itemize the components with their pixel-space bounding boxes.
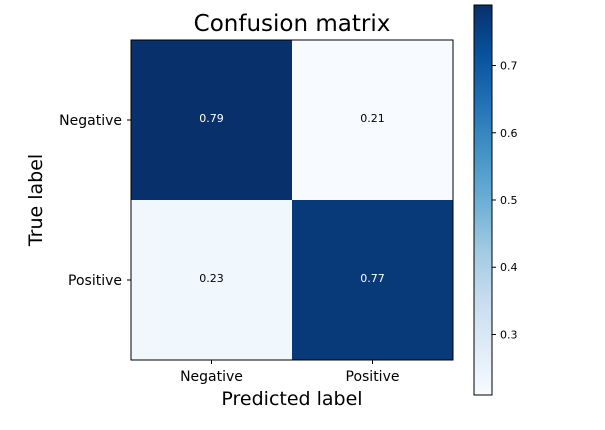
colorbar-tick-label: 0.3 [500, 328, 518, 341]
y-axis-label: True label [25, 154, 47, 247]
colorbar-tick-label: 0.5 [500, 194, 518, 207]
heatmap-cell [131, 40, 292, 200]
x-tick-label: Positive [346, 369, 400, 385]
chart-title: Confusion matrix [194, 11, 391, 37]
colorbar-tick-label: 0.7 [500, 60, 518, 73]
axis-ticks: Negative Positive Negative Positive [59, 113, 399, 385]
x-axis-label: Predicted label [221, 388, 362, 410]
colorbar-tick-label: 0.4 [500, 261, 518, 274]
colorbar-ticks: 0.3 0.4 0.5 0.6 0.7 [492, 60, 518, 341]
heatmap-cell [131, 200, 292, 360]
y-tick-label: Negative [59, 113, 122, 129]
cell-value-label: 0.21 [360, 112, 385, 125]
y-tick-label: Positive [68, 273, 122, 289]
x-tick-label: Negative [180, 369, 243, 385]
heatmap-cells: 0.79 0.21 0.23 0.77 [131, 40, 453, 360]
heatmap-cell [292, 40, 453, 200]
colorbar-tick-label: 0.6 [500, 127, 518, 140]
cell-value-label: 0.79 [199, 112, 224, 125]
heatmap-cell [292, 200, 453, 360]
cell-value-label: 0.23 [199, 272, 224, 285]
cell-value-label: 0.77 [360, 272, 385, 285]
plot-frame [130, 39, 454, 361]
colorbar [473, 4, 493, 396]
